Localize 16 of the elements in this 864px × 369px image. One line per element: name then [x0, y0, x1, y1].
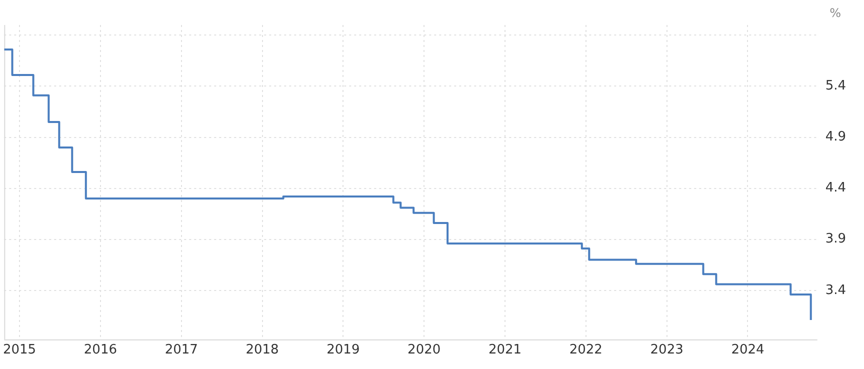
x-tick-label: 2024 — [731, 342, 764, 358]
x-tick-label: 2016 — [84, 342, 117, 358]
y-axis-title: % — [830, 6, 842, 20]
x-tick-label: 2017 — [164, 342, 198, 358]
x-tick-label: 2019 — [326, 342, 360, 358]
y-tick-label: 3.9 — [825, 232, 846, 247]
y-tick-label: 3.4 — [825, 282, 846, 298]
y-tick-label: 4.9 — [825, 130, 846, 145]
y-tick-label: 5.4 — [825, 78, 846, 94]
x-tick-label: 2023 — [650, 342, 684, 358]
x-tick-label: 2018 — [246, 342, 279, 358]
x-tick-label: 2015 — [2, 342, 36, 358]
x-tick-label: 2020 — [408, 342, 441, 358]
y-tick-label: 4.4 — [825, 180, 846, 196]
x-tick-label: 2022 — [569, 342, 602, 358]
x-tick-label: 2021 — [488, 342, 522, 358]
